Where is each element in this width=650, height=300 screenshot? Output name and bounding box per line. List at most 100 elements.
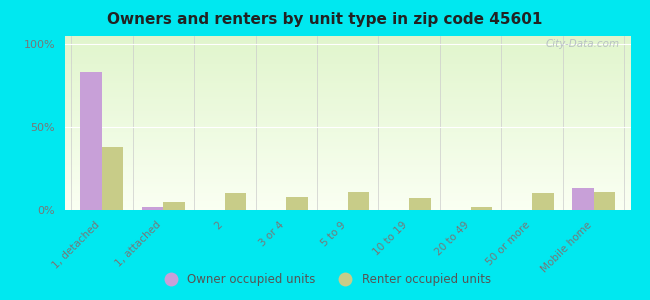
Bar <box>65 205 630 206</box>
Bar <box>65 135 630 137</box>
Bar <box>65 149 630 151</box>
Bar <box>65 58 630 60</box>
Bar <box>65 67 630 69</box>
Bar <box>65 106 630 107</box>
Bar <box>65 52 630 53</box>
Bar <box>65 40 630 41</box>
Bar <box>65 36 630 38</box>
Bar <box>286 197 308 210</box>
Bar <box>65 45 630 46</box>
Bar <box>65 86 630 88</box>
Bar <box>65 144 630 146</box>
Bar <box>348 192 369 210</box>
Bar <box>65 139 630 140</box>
Bar <box>65 69 630 71</box>
Bar <box>65 127 630 128</box>
Bar <box>65 50 630 52</box>
Bar <box>65 111 630 112</box>
Bar <box>65 156 630 158</box>
Bar <box>65 97 630 99</box>
Bar <box>65 168 630 170</box>
Bar <box>65 130 630 132</box>
Bar <box>65 153 630 154</box>
Text: City-Data.com: City-Data.com <box>545 40 619 50</box>
Bar <box>65 125 630 127</box>
Bar <box>65 81 630 83</box>
Bar <box>65 53 630 55</box>
Bar <box>65 191 630 193</box>
Bar <box>65 62 630 64</box>
Bar <box>65 193 630 194</box>
Bar <box>65 200 630 201</box>
Text: Owners and renters by unit type in zip code 45601: Owners and renters by unit type in zip c… <box>107 12 543 27</box>
Bar <box>65 71 630 73</box>
Bar <box>410 198 431 210</box>
Bar <box>65 66 630 67</box>
Legend: Owner occupied units, Renter occupied units: Owner occupied units, Renter occupied un… <box>154 269 496 291</box>
Bar <box>65 154 630 156</box>
Bar <box>163 202 185 210</box>
Bar <box>65 160 630 161</box>
Bar <box>65 64 630 66</box>
Bar <box>65 100 630 102</box>
Bar <box>81 73 102 210</box>
Bar <box>65 104 630 106</box>
Bar <box>65 123 630 125</box>
Bar <box>65 163 630 165</box>
Bar <box>65 74 630 76</box>
Bar <box>65 158 630 160</box>
Bar <box>65 121 630 123</box>
Bar <box>65 201 630 203</box>
Bar <box>65 134 630 135</box>
Bar <box>65 38 630 40</box>
Bar <box>65 114 630 116</box>
Bar <box>65 118 630 119</box>
Bar <box>65 128 630 130</box>
Bar <box>65 196 630 198</box>
Bar <box>65 48 630 50</box>
Bar <box>225 194 246 210</box>
Bar <box>65 184 630 186</box>
Bar <box>65 186 630 188</box>
Bar <box>65 41 630 43</box>
Bar <box>102 147 124 210</box>
Bar <box>65 43 630 45</box>
Bar <box>65 189 630 191</box>
Bar <box>65 208 630 210</box>
Bar <box>65 161 630 163</box>
Bar <box>65 102 630 104</box>
Bar <box>65 179 630 180</box>
Bar <box>65 107 630 109</box>
Bar <box>65 167 630 168</box>
Bar <box>65 76 630 78</box>
Bar <box>65 165 630 167</box>
Bar <box>65 85 630 86</box>
Bar <box>65 60 630 62</box>
Bar <box>142 207 163 210</box>
Bar <box>65 180 630 182</box>
Bar <box>65 146 630 147</box>
Bar <box>65 173 630 175</box>
Bar <box>65 198 630 200</box>
Bar <box>65 142 630 144</box>
Bar <box>65 95 630 97</box>
Bar <box>65 57 630 58</box>
Bar <box>65 177 630 179</box>
Bar <box>65 203 630 205</box>
Bar <box>65 188 630 189</box>
Bar <box>65 172 630 173</box>
Bar <box>65 92 630 93</box>
Bar <box>65 175 630 177</box>
Bar <box>65 147 630 149</box>
Bar <box>65 116 630 118</box>
Bar <box>65 93 630 95</box>
Bar <box>65 194 630 196</box>
Bar <box>65 99 630 100</box>
Bar <box>65 90 630 92</box>
Bar <box>65 88 630 90</box>
Bar <box>65 55 630 57</box>
Bar <box>65 109 630 111</box>
Bar <box>532 194 554 210</box>
Bar <box>65 46 630 48</box>
Bar <box>572 188 593 210</box>
